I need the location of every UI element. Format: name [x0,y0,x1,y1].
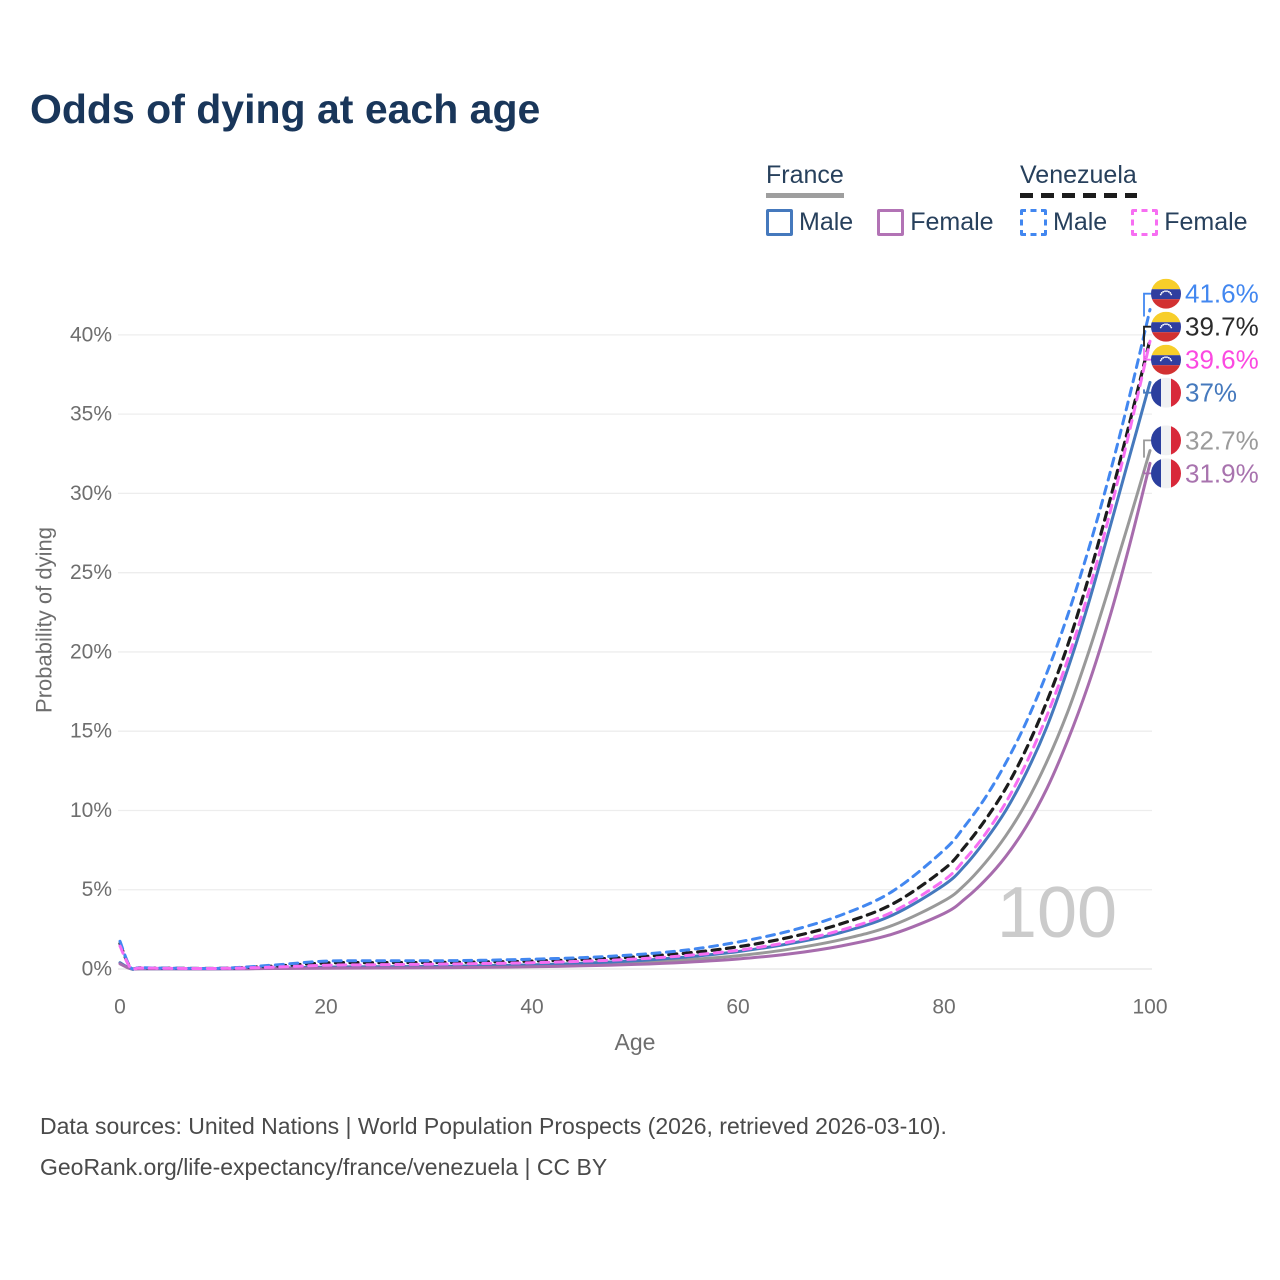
france-male-swatch-icon [766,209,793,236]
legend-item-france-male[interactable]: Male [766,208,853,237]
legend-item-label: Female [1164,208,1248,236]
flag-icon-venezuela [1151,311,1181,342]
series-line-france-female [118,461,1152,971]
x-tick-label: 0 [114,996,126,1019]
y-tick-label: 20% [70,640,112,663]
venezuela-female-swatch-icon [1131,209,1159,236]
leader-line-france-male [1143,389,1151,394]
watermark-age: 100 [997,873,1117,953]
end-label-france-female: 31.9% [1185,458,1259,488]
france-female-swatch-icon [877,209,905,236]
flag-icon-france [1151,377,1181,408]
legend-item-venezuela-female[interactable]: Female [1131,208,1248,237]
y-tick-label: 40% [70,323,112,346]
legend-group-france: France Male Female [766,161,1018,237]
leader-line-venezuela-both [1143,325,1151,347]
end-label-venezuela-both: 39.7% [1185,312,1259,342]
series-line-france-male [118,380,1152,971]
series-line-venezuela-male [118,308,1152,971]
france-line-style-sample [766,193,844,198]
x-tick-label: 60 [726,996,749,1019]
y-tick-label: 0% [82,958,112,981]
flag-icon-france [1151,458,1181,489]
y-tick-label: 5% [82,878,112,901]
legend-group-label: Venezuela [1020,161,1137,189]
end-label-venezuela-female: 39.6% [1185,345,1259,375]
x-tick-label: 100 [1132,996,1167,1019]
legend-item-label: Female [910,208,994,236]
y-tick-label: 35% [70,403,112,426]
legend-item-label: Male [799,208,854,236]
page-title: Odds of dying at each age [30,86,541,132]
legend-group-label: France [766,161,844,189]
legend-item-venezuela-male[interactable]: Male [1020,208,1107,237]
flag-icon-venezuela [1151,278,1181,309]
y-tick-label: 10% [70,799,112,822]
y-tick-label: 15% [70,720,112,743]
y-tick-label: 30% [70,482,112,505]
series-line-venezuela-both [118,338,1152,971]
x-tick-label: 80 [932,996,955,1019]
venezuela-line-style-sample [1020,193,1137,198]
leader-line-france-female [1143,470,1151,475]
flag-icon-france [1151,425,1181,456]
data-source-note: Data sources: United Nations | World Pop… [40,1106,947,1188]
leader-line-france-both [1143,439,1151,458]
y-tick-label: 25% [70,561,112,584]
end-label-france-male: 37% [1185,378,1237,408]
legend-item-label: Male [1053,208,1108,236]
end-label-france-both: 32.7% [1185,425,1259,455]
end-label-venezuela-male: 41.6% [1185,279,1259,309]
x-tick-label: 20 [314,996,337,1019]
series-line-venezuela-female [118,339,1152,971]
data-source-line2: GeoRank.org/life-expectancy/france/venez… [40,1154,608,1180]
data-source-line1: Data sources: United Nations | World Pop… [40,1113,947,1139]
x-axis-title: Age [615,1029,656,1055]
series-line-france-both [118,449,1152,971]
y-axis-title: Probability of dying [32,527,57,713]
legend-group-venezuela: Venezuela Male Female [1020,161,1272,237]
legend-group-title-venezuela: Venezuela [1020,161,1137,198]
leader-line-venezuela-male [1143,292,1151,317]
flag-icon-venezuela [1151,344,1181,375]
x-tick-label: 40 [520,996,543,1019]
legend-item-france-female[interactable]: Female [877,208,994,237]
mortality-line-chart: 0% 5% 10% 15% 20% 25% 30% 35% 40% 0 20 40 60 80 100 Age… [32,278,1259,1055]
legend-group-title-france: France [766,161,844,198]
venezuela-male-swatch-icon [1020,209,1047,236]
leader-line-venezuela-female [1143,348,1151,361]
